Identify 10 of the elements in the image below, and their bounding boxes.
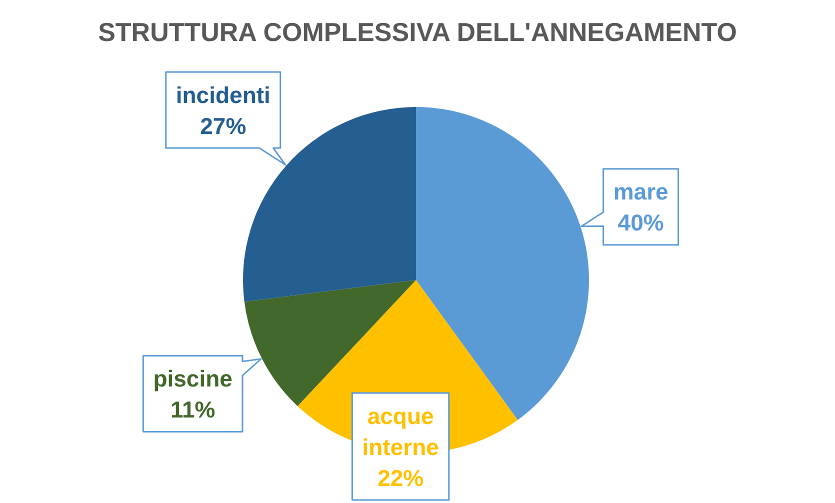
data-label: 27%	[200, 112, 246, 139]
data-label: 40%	[618, 210, 664, 236]
data-label: 11%	[170, 396, 216, 422]
slice-label: piscine	[153, 365, 232, 392]
slice-label: acque interne	[362, 402, 439, 460]
data-label: 22%	[378, 464, 424, 491]
chart-title: STRUTTURA COMPLESSIVA DELL'ANNEGAMENTO	[97, 16, 738, 48]
slice-label: incidenti	[176, 82, 270, 108]
slice-label: mare	[613, 178, 668, 205]
pie-slice	[244, 280, 416, 406]
